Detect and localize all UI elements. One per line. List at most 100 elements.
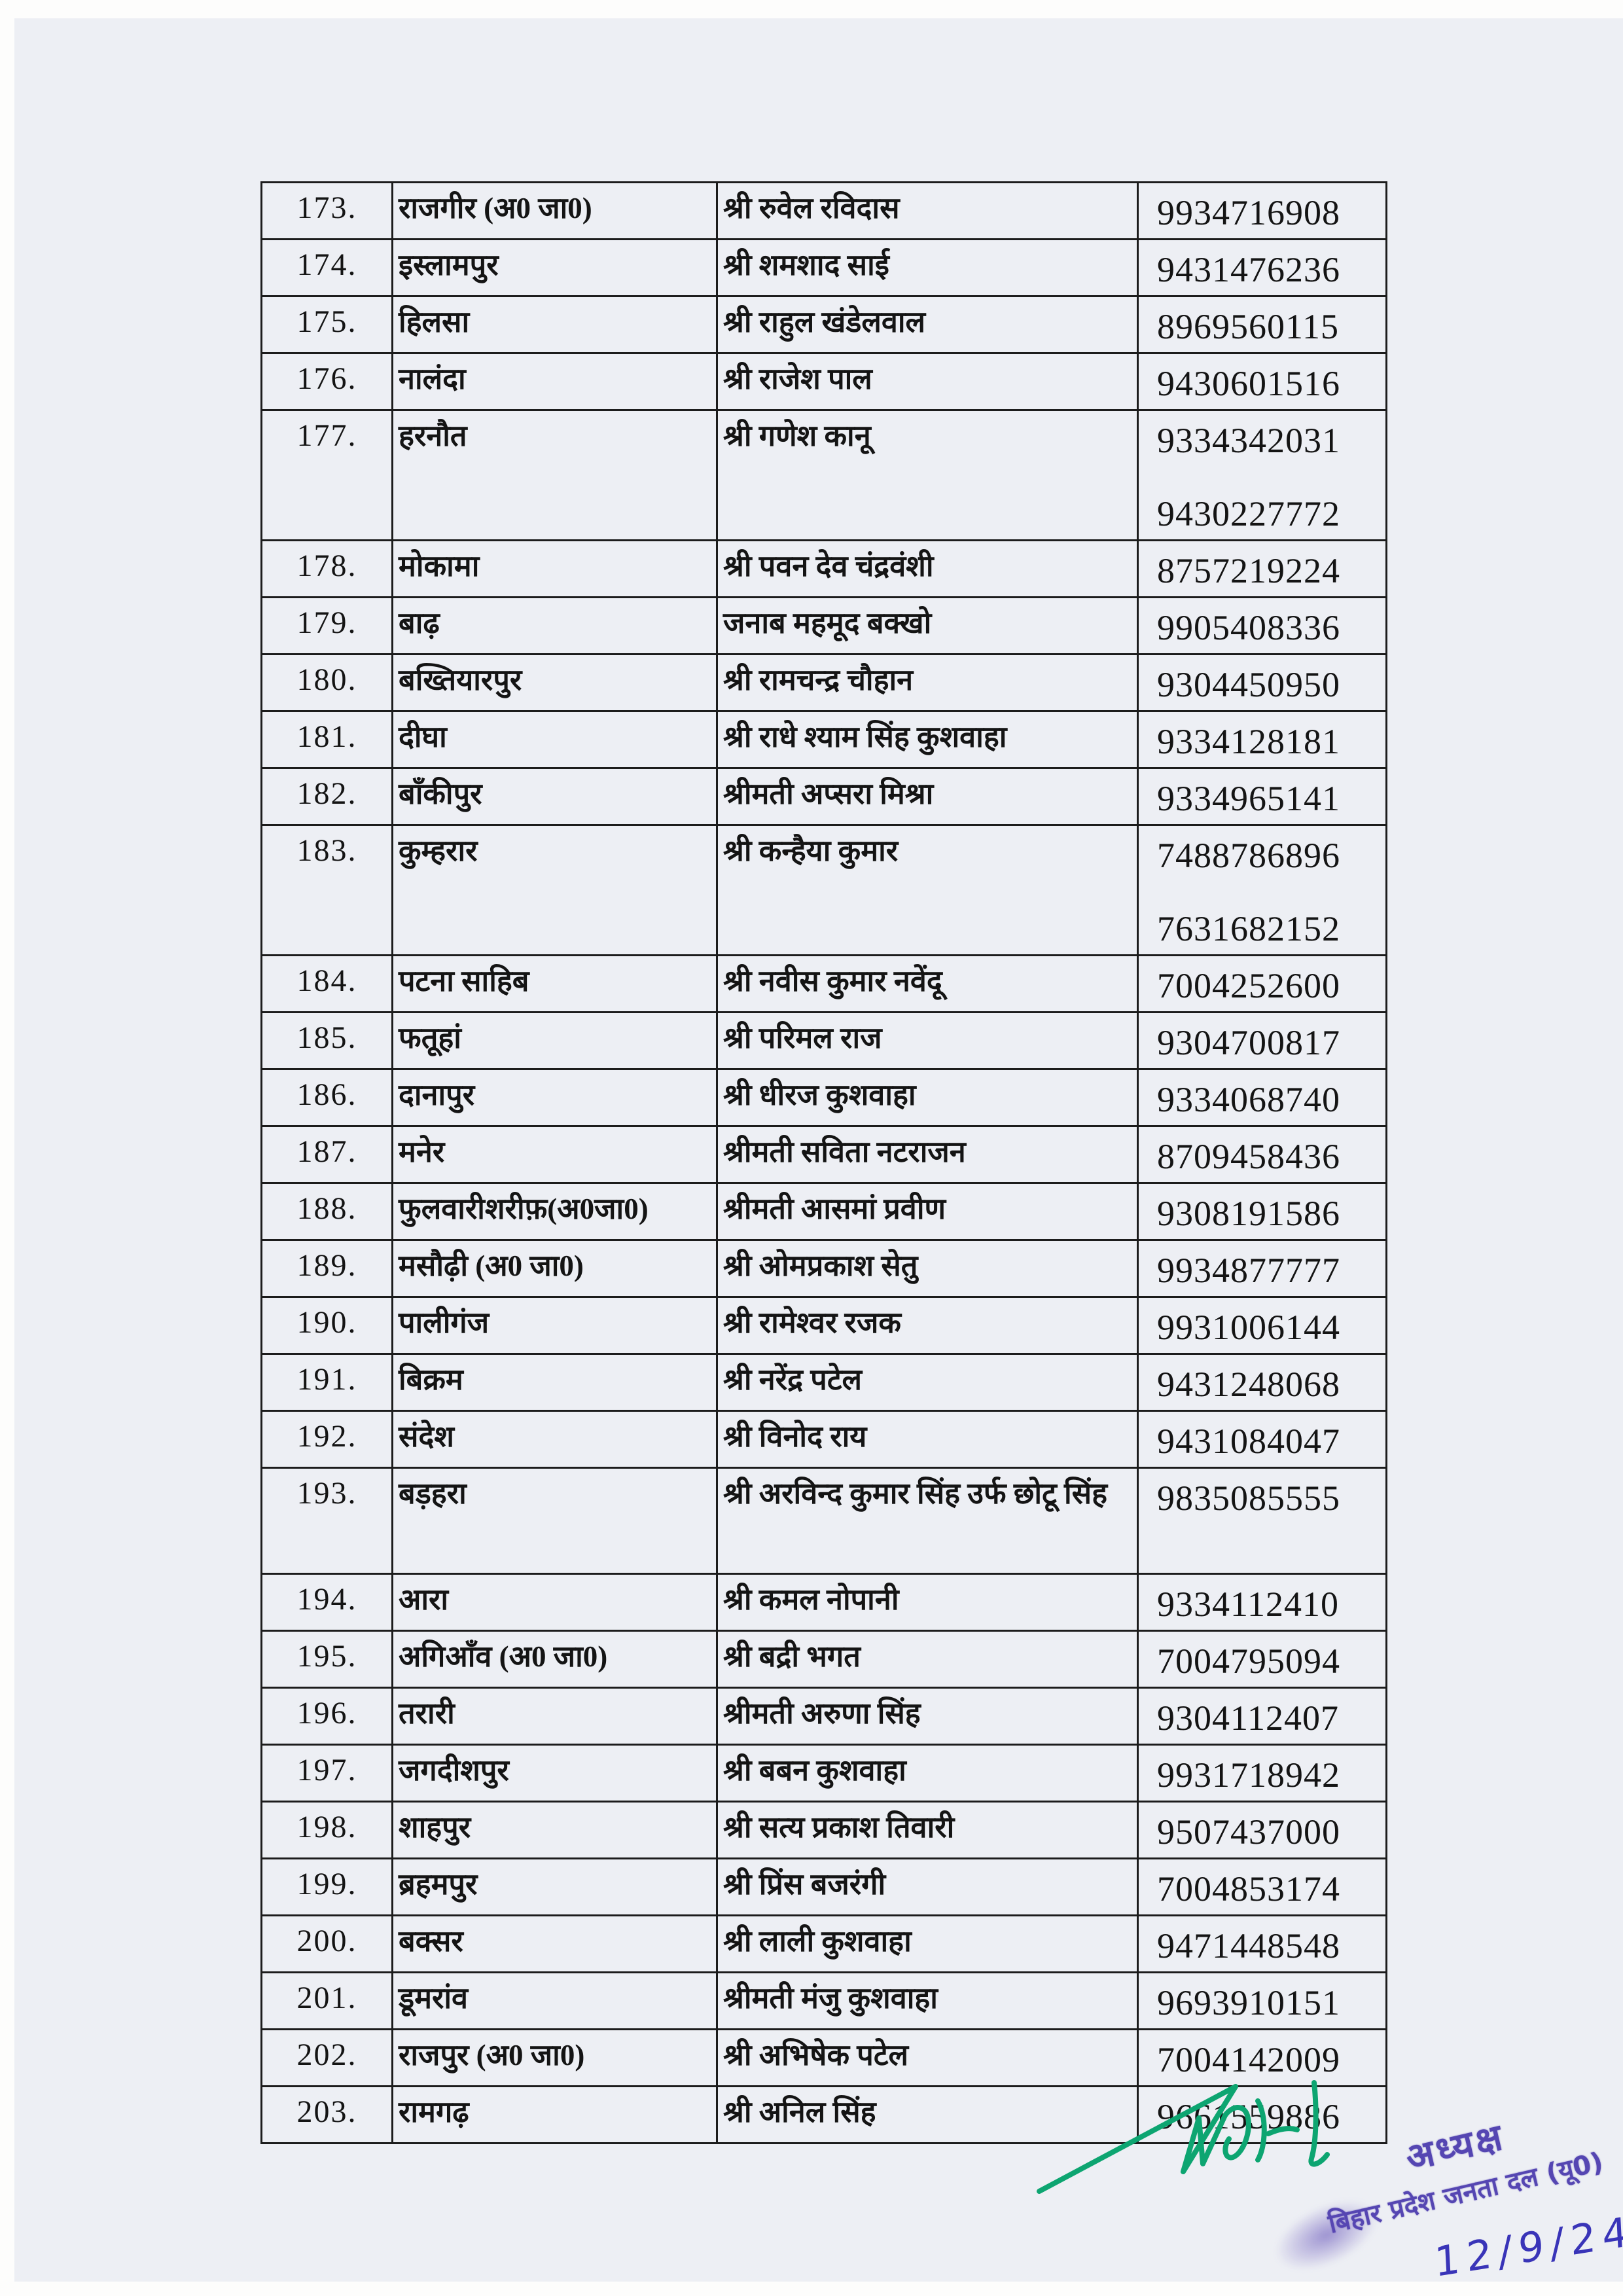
phone-cell: 7004252600 [1137, 954, 1387, 1013]
name-cell: श्री विनोद राय [716, 1410, 1139, 1469]
phone-cell: 9693910151 [1137, 1971, 1387, 2030]
phone-number: 9334068740 [1157, 1080, 1340, 1119]
name-cell: श्री बबन कुशवाहा [716, 1744, 1139, 1803]
name-cell: श्री नरेंद्र पटेल [716, 1353, 1139, 1412]
phone-number: 9334128181 [1157, 722, 1340, 761]
phone-cell: 9431248068 [1137, 1353, 1387, 1412]
phone-cell: 8709458436 [1137, 1125, 1387, 1184]
table-row: 184. पटना साहिब श्री नवीस कुमार नवेंदू 7004… [260, 954, 1387, 1013]
phone-number: 9430601516 [1157, 364, 1340, 403]
name-cell: श्रीमती अरुणा सिंह [716, 1687, 1139, 1746]
phone-number: 9431476236 [1157, 250, 1340, 289]
serial-cell: 203. [260, 2085, 393, 2144]
table-row: 182. बाँकीपुर श्रीमती अप्सरा मिश्रा 9334965… [260, 767, 1387, 826]
constituency-cell: हिलसा [391, 295, 718, 354]
constituency-cell: संदेश [391, 1410, 718, 1469]
name-cell: श्रीमती सविता नटराजन [716, 1125, 1139, 1184]
phone-number: 7004142009 [1157, 2040, 1340, 2079]
name-cell: श्री राहुल खंडेलवाल [716, 295, 1139, 354]
serial-cell: 198. [260, 1801, 393, 1859]
table-row: 186. दानापुर श्री धीरज कुशवाहा 9334068740 [260, 1068, 1387, 1127]
name-cell: श्री राजेश पाल [716, 352, 1139, 411]
serial-cell: 193. [260, 1467, 393, 1575]
phone-number: 9471448548 [1157, 1926, 1340, 1965]
name-cell: श्री अनिल सिंह [716, 2085, 1139, 2144]
name-cell: श्री कन्हैया कुमार [716, 824, 1139, 956]
phone-number: 7004795094 [1157, 1641, 1340, 1681]
phone-cell: 7004142009 [1137, 2028, 1387, 2087]
serial-cell: 194. [260, 1573, 393, 1632]
constituency-cell: बख्तियारपुर [391, 653, 718, 712]
phone-number: 9934877777 [1157, 1251, 1340, 1290]
name-cell: श्री गणेश कानू [716, 409, 1139, 541]
serial-cell: 189. [260, 1239, 393, 1298]
table-row: 203. रामगढ़ श्री अनिल सिंह 9661559886 [260, 2085, 1387, 2144]
constituency-cell: रामगढ़ [391, 2085, 718, 2144]
phone-number: 8709458436 [1157, 1137, 1340, 1176]
phone-number: 9693910151 [1157, 1983, 1340, 2022]
phone-number: 9430227772 [1157, 494, 1340, 533]
phone-cell: 7004795094 [1137, 1630, 1387, 1689]
constituency-cell: बाढ़ [391, 596, 718, 655]
phone-cell: 9507437000 [1137, 1801, 1387, 1859]
phone-number: 9308191586 [1157, 1194, 1340, 1233]
table-body: 173. राजगीर (अ0 जा0) श्री रुवेल रविदास 9934… [260, 181, 1387, 2144]
constituency-cell: नालंदा [391, 352, 718, 411]
table-row: 187. मनेर श्रीमती सविता नटराजन 8709458436 [260, 1125, 1387, 1184]
constituency-cell: शाहपुर [391, 1801, 718, 1859]
table-row: 179. बाढ़ जनाब महमूद बक्खो 9905408336 [260, 596, 1387, 655]
name-cell: श्री पवन देव चंद्रवंशी [716, 539, 1139, 598]
phone-cell: 7488786896 7631682152 [1137, 824, 1387, 956]
constituency-cell: बड़हरा [391, 1467, 718, 1575]
phone-number: 9334965141 [1157, 779, 1340, 818]
phone-number: 9334112410 [1157, 1585, 1339, 1624]
phone-cell: 9835085555 [1137, 1467, 1387, 1575]
serial-cell: 184. [260, 954, 393, 1013]
phone-cell: 9304700817 [1137, 1011, 1387, 1070]
name-cell: श्री बद्री भगत [716, 1630, 1139, 1689]
phone-number: 7004252600 [1157, 966, 1340, 1005]
serial-cell: 191. [260, 1353, 393, 1412]
constituency-cell: तरारी [391, 1687, 718, 1746]
serial-cell: 182. [260, 767, 393, 826]
name-cell: श्री परिमल राज [716, 1011, 1139, 1070]
name-cell: श्री शमशाद साई [716, 238, 1139, 297]
table-row: 198. शाहपुर श्री सत्य प्रकाश तिवारी 9507437… [260, 1801, 1387, 1859]
constituency-cell: डूमरांव [391, 1971, 718, 2030]
constituency-cell: पटना साहिब [391, 954, 718, 1013]
serial-cell: 183. [260, 824, 393, 956]
constituency-cell: मसौढ़ी (अ0 जा0) [391, 1239, 718, 1298]
phone-cell: 9334068740 [1137, 1068, 1387, 1127]
serial-cell: 177. [260, 409, 393, 541]
serial-cell: 190. [260, 1296, 393, 1355]
phone-number: 9934716908 [1157, 193, 1340, 232]
constituency-cell: ब्रहमपुर [391, 1857, 718, 1916]
table-row: 196. तरारी श्रीमती अरुणा सिंह 9304112407 [260, 1687, 1387, 1746]
phone-cell: 9905408336 [1137, 596, 1387, 655]
serial-cell: 195. [260, 1630, 393, 1689]
table-row: 202. राजपुर (अ0 जा0) श्री अभिषेक पटेल 70041… [260, 2028, 1387, 2087]
serial-cell: 185. [260, 1011, 393, 1070]
phone-number: 9905408336 [1157, 608, 1340, 647]
paper-sheet: 173. राजगीर (अ0 जा0) श्री रुवेल रविदास 9934… [14, 18, 1623, 2286]
phone-cell: 9304112407 [1137, 1687, 1387, 1746]
serial-cell: 178. [260, 539, 393, 598]
table-row: 194. आरा श्री कमल नोपानी 9334112410 [260, 1573, 1387, 1632]
phone-number: 9931006144 [1157, 1308, 1340, 1347]
constituency-cell: पालीगंज [391, 1296, 718, 1355]
table-row: 199. ब्रहमपुर श्री प्रिंस बजरंगी 7004853174 [260, 1857, 1387, 1916]
constituency-cell: मनेर [391, 1125, 718, 1184]
name-cell: श्री लाली कुशवाहा [716, 1914, 1139, 1973]
name-cell: जनाब महमूद बक्खो [716, 596, 1139, 655]
constituency-cell: हरनौत [391, 409, 718, 541]
table-row: 195. अगिआँव (अ0 जा0) श्री बद्री भगत 7004795… [260, 1630, 1387, 1689]
table-row: 190. पालीगंज श्री रामेश्वर रजक 9931006144 [260, 1296, 1387, 1355]
name-cell: श्री धीरज कुशवाहा [716, 1068, 1139, 1127]
constituency-cell: अगिआँव (अ0 जा0) [391, 1630, 718, 1689]
serial-cell: 180. [260, 653, 393, 712]
constituency-cell: कुम्हरार [391, 824, 718, 956]
handwritten-date: 12/9/24 [1433, 2206, 1623, 2287]
table-row: 191. बिक्रम श्री नरेंद्र पटेल 9431248068 [260, 1353, 1387, 1412]
phone-cell: 7004853174 [1137, 1857, 1387, 1916]
